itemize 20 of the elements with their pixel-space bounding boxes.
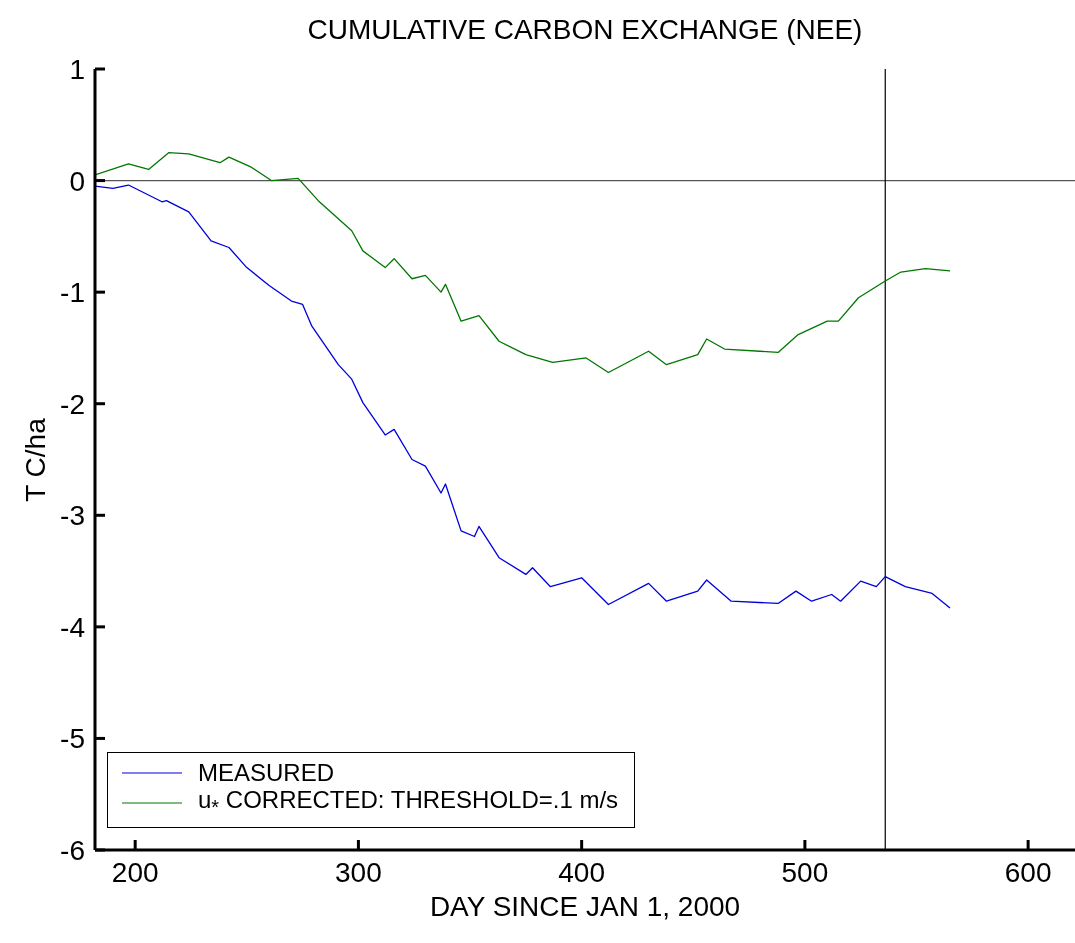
y-tick-label: 1 (69, 53, 85, 85)
y-tick-label: -4 (60, 611, 85, 643)
y-tick-label: -1 (60, 277, 85, 309)
chart-title: CUMULATIVE CARBON EXCHANGE (NEE) (306, 14, 864, 46)
x-tick-label: 400 (558, 856, 606, 888)
y-tick-label: -5 (60, 723, 85, 755)
y-tick-label: -3 (60, 500, 85, 532)
y-tick-label: -6 (60, 834, 85, 866)
y-axis-title: T C/ha (20, 418, 52, 502)
y-tick-label: -2 (60, 388, 85, 420)
x-axis-title: DAY SINCE JAN 1, 2000 (428, 891, 742, 923)
x-tick-label: 300 (335, 856, 382, 888)
x-tick-label: 200 (111, 856, 159, 888)
legend-label: u$_{*}$ CORRECTED: THRESHOLD=.1 m/s (198, 786, 619, 820)
x-tick-label: 500 (781, 856, 829, 888)
line-series (95, 152, 951, 374)
y-tick-label: 0 (69, 165, 85, 197)
legend-label: MEASURED (198, 759, 335, 786)
x-tick-label: 600 (1004, 856, 1052, 888)
line-series (95, 184, 951, 609)
